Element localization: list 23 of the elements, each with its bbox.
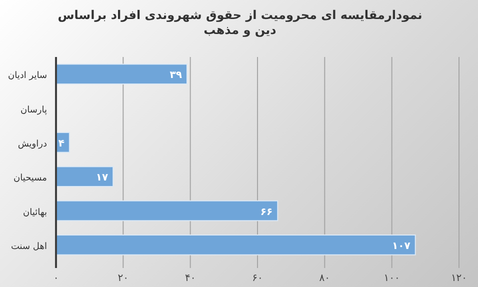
bar [56, 200, 278, 222]
data-label: ۴ [58, 138, 64, 150]
bar [56, 234, 416, 256]
data-label: ۱۰۷ [392, 240, 410, 252]
bar [56, 64, 188, 84]
data-label: ۱۷ [96, 172, 108, 184]
x-tick-label: ۶۰ [252, 273, 263, 284]
y-tick-label: دراویش [18, 139, 47, 150]
y-tick-label: بهائیان [23, 208, 47, 218]
data-label: ۳۹ [170, 70, 182, 82]
y-tick-label: پارسان [20, 105, 48, 116]
chart-title: نمودارمقایسه ای محرومیت از حقوق شهروندی افراد براساس دین و مذهب [56, 8, 424, 38]
data-label: ۶۶ [260, 206, 273, 218]
x-tick-label: ۴۰ [184, 273, 196, 284]
x-tick-label: ۱۰۰ [384, 273, 400, 284]
y-tick-label: سایر ادیان [8, 71, 47, 82]
y-tick-label: اهل سنت [10, 242, 47, 252]
x-tick-label: ۱۲۰ [450, 273, 468, 284]
bar [56, 166, 114, 187]
x-tick-label: ۰ [53, 273, 59, 284]
x-tick-label: ۲۰ [118, 273, 129, 284]
y-tick-label: مسیحیان [14, 174, 48, 184]
x-tick-label: ۸۰ [319, 273, 330, 284]
